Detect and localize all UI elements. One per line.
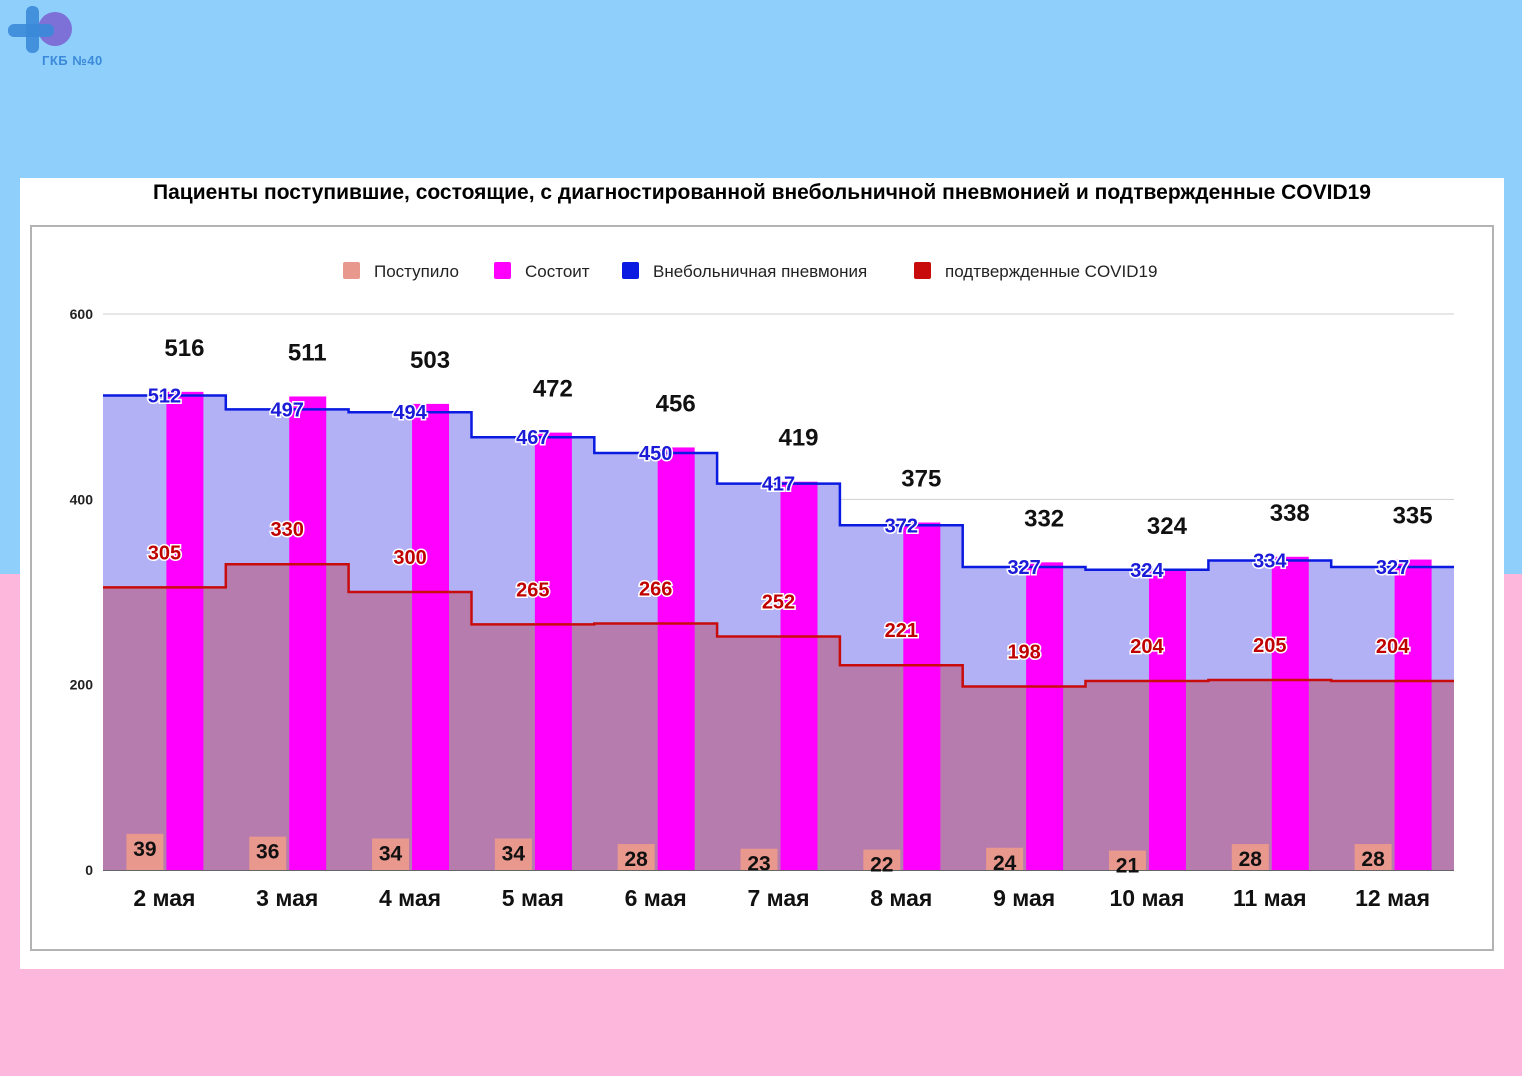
sostoit-label: 511 xyxy=(288,339,327,366)
bar-sostoit-7 xyxy=(1026,562,1064,870)
postupilo-label: 23 xyxy=(747,853,770,876)
covid-label: 305 xyxy=(148,542,181,564)
postupilo-label: 28 xyxy=(625,848,649,871)
bar-sostoit-8 xyxy=(1148,569,1186,870)
bar-postupilo-10 xyxy=(1354,844,1392,870)
postupilo-label: 28 xyxy=(1239,848,1263,871)
pneumonia-label: 467 xyxy=(516,427,549,449)
covid-label: 198 xyxy=(1007,642,1040,664)
covid-label: 330 xyxy=(271,519,304,541)
covid-label: 204 xyxy=(1130,636,1164,658)
x-tick-label: 8 мая xyxy=(870,885,932,911)
sostoit-label: 503 xyxy=(410,347,450,374)
chart-title: Пациенты поступившие, состоящие, с диагн… xyxy=(153,181,1371,204)
postupilo-label: 34 xyxy=(379,842,403,865)
legend-label-3: подтвержденные COVID19 xyxy=(945,262,1157,281)
covid-label: 266 xyxy=(639,579,672,601)
covid-label: 300 xyxy=(393,547,426,569)
chart-panel: Пациенты поступившие, состоящие, с диагн… xyxy=(20,178,1504,969)
pneumonia-label: 327 xyxy=(1007,557,1040,579)
logo-text: ГКБ №40 xyxy=(42,53,103,68)
sostoit-label: 419 xyxy=(778,425,818,452)
bar-postupilo-3 xyxy=(494,838,532,870)
pneumonia-label: 334 xyxy=(1253,550,1287,572)
x-tick-label: 5 мая xyxy=(502,885,564,911)
pneumonia-label: 327 xyxy=(1376,557,1409,579)
bar-sostoit-9 xyxy=(1271,556,1309,870)
covid-label: 265 xyxy=(516,579,549,601)
postupilo-label: 22 xyxy=(870,854,893,877)
sostoit-label: 375 xyxy=(901,466,941,493)
covid-label: 221 xyxy=(885,620,918,642)
bar-postupilo-9 xyxy=(1231,844,1269,870)
sostoit-label: 332 xyxy=(1024,505,1064,532)
y-tick-label: 600 xyxy=(70,306,94,322)
sostoit-label: 472 xyxy=(533,376,573,403)
covid-label: 204 xyxy=(1376,636,1410,658)
legend-label-2: Внебольничная пневмония xyxy=(653,262,867,281)
bar-postupilo-1 xyxy=(249,836,287,870)
pneumonia-label: 324 xyxy=(1130,560,1164,582)
sostoit-label: 516 xyxy=(164,335,204,362)
bar-sostoit-10 xyxy=(1394,559,1432,870)
x-tick-label: 2 мая xyxy=(133,885,195,911)
postupilo-label: 28 xyxy=(1361,848,1385,871)
hospital-40-logo-icon xyxy=(6,6,116,70)
pneumonia-label: 372 xyxy=(885,515,918,537)
pneumonia-label: 494 xyxy=(393,402,427,424)
postupilo-label: 39 xyxy=(133,838,156,861)
x-tick-label: 10 мая xyxy=(1110,885,1185,911)
pneumonia-label: 450 xyxy=(639,443,672,465)
bar-sostoit-5 xyxy=(780,481,818,870)
x-tick-label: 6 мая xyxy=(625,885,687,911)
sostoit-label: 335 xyxy=(1393,503,1433,530)
covid-label: 252 xyxy=(762,591,795,613)
sostoit-label: 338 xyxy=(1270,500,1310,527)
x-tick-label: 9 мая xyxy=(993,885,1055,911)
x-tick-label: 7 мая xyxy=(747,885,809,911)
x-tick-label: 12 мая xyxy=(1355,885,1430,911)
bar-postupilo-8 xyxy=(1108,850,1146,870)
bar-postupilo-2 xyxy=(372,838,410,870)
pneumonia-label: 417 xyxy=(762,474,795,496)
postupilo-label: 36 xyxy=(256,841,279,864)
chart-frame xyxy=(30,225,1494,951)
bar-postupilo-7 xyxy=(986,847,1024,870)
legend-swatch-3 xyxy=(914,262,931,279)
postupilo-label: 24 xyxy=(993,852,1017,875)
bar-postupilo-4 xyxy=(617,844,655,870)
covid-label: 205 xyxy=(1253,635,1286,657)
legend-swatch-1 xyxy=(494,262,511,279)
x-tick-label: 4 мая xyxy=(379,885,441,911)
bar-sostoit-3 xyxy=(534,432,572,870)
pneumonia-label: 512 xyxy=(148,386,181,408)
y-tick-label: 200 xyxy=(70,677,94,693)
postupilo-label: 34 xyxy=(502,842,526,865)
bar-sostoit-0 xyxy=(166,391,204,870)
chart-svg: 0 200 400 600 39 36 34 34 28 23 22 24 21 28 28 516 511 50… xyxy=(70,262,1454,911)
legend-label-1: Состоит xyxy=(525,262,590,281)
covid-line xyxy=(103,562,1454,688)
bar-sostoit-2 xyxy=(412,403,450,870)
legend-swatch-0 xyxy=(343,262,360,279)
pneumonia-line xyxy=(103,394,1454,572)
x-tick-label: 3 мая xyxy=(256,885,318,911)
bar-postupilo-0 xyxy=(126,833,164,870)
bar-sostoit-4 xyxy=(657,447,695,870)
pneumonia-label: 497 xyxy=(271,399,304,421)
legend-swatch-2 xyxy=(622,262,639,279)
y-tick-label: 400 xyxy=(70,491,94,507)
bar-postupilo-5 xyxy=(740,848,778,870)
sostoit-label: 324 xyxy=(1147,513,1188,540)
bar-postupilo-6 xyxy=(863,849,901,870)
y-tick-label: 0 xyxy=(85,862,93,878)
bar-sostoit-6 xyxy=(903,522,941,870)
bar-sostoit-1 xyxy=(289,396,327,870)
x-tick-label: 11 мая xyxy=(1233,885,1307,911)
postupilo-label: 21 xyxy=(1116,855,1140,878)
legend-label-0: Поступило xyxy=(374,262,459,281)
sostoit-label: 456 xyxy=(656,390,696,417)
